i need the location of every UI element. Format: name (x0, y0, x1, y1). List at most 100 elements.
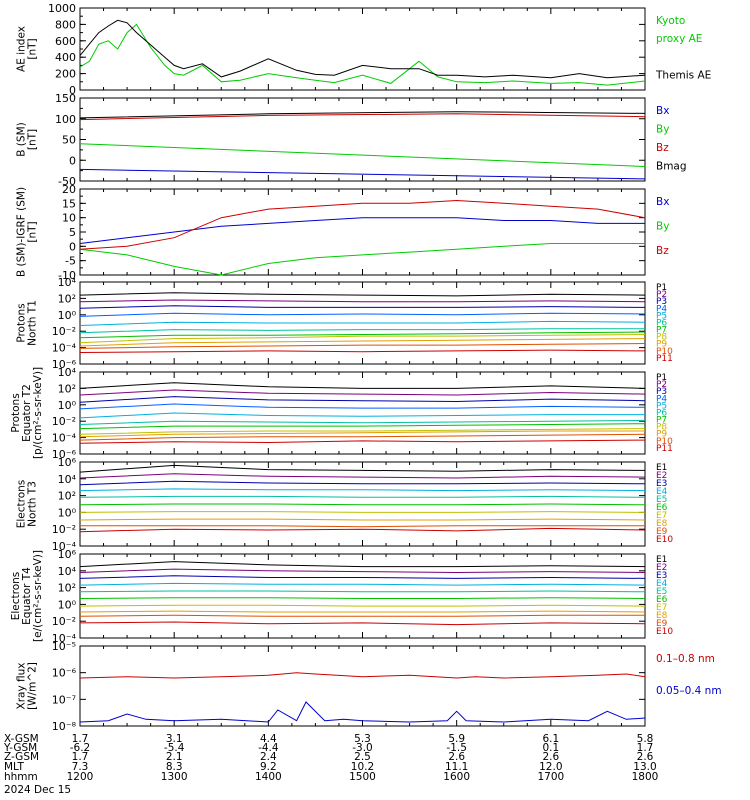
ephemeris-value: 2.4 (260, 751, 277, 763)
y-tick-label: 10⁻² (52, 415, 76, 428)
y-tick-label: 600 (55, 35, 76, 48)
legend-entry: E5 (656, 495, 667, 505)
legend-entry: E8 (656, 519, 668, 529)
y-tick-label: -5 (65, 255, 76, 268)
y-tick-label: 10⁻⁷ (52, 693, 76, 706)
series-line-0-05-0-4-nm (79, 701, 646, 723)
series-line-e10 (79, 621, 646, 626)
series-line-p8 (79, 428, 646, 435)
ephemeris-value: 2.6 (637, 751, 654, 763)
legend-entry: E5 (656, 587, 667, 597)
y-tick-label: -50 (58, 175, 76, 188)
legend-entry: E3 (656, 571, 667, 581)
series-line-e3 (79, 480, 646, 486)
series-line-p1 (79, 292, 646, 297)
y-tick-label: 10 (62, 212, 76, 225)
ephemeris-value: 7.3 (72, 761, 89, 773)
legend-entry: Bx (656, 196, 669, 208)
legend-entry: Bz (656, 142, 669, 154)
series-line-e4 (79, 582, 646, 586)
y-axis-label: Protons (16, 303, 28, 342)
y-tick-label: 800 (55, 18, 76, 31)
legend-entry: E4 (656, 487, 668, 497)
series-line-p2 (79, 299, 646, 303)
legend-entry: By (656, 221, 669, 233)
series-line-e1 (79, 464, 646, 473)
ephemeris-value: 1600 (443, 771, 470, 783)
legend-entry: E9 (656, 619, 668, 629)
panel-frame (79, 645, 646, 727)
series-line-e2 (79, 473, 646, 479)
series-line-p7 (79, 423, 646, 430)
date-label: 2024 Dec 15 (4, 784, 71, 796)
legend-entry: E4 (656, 579, 668, 589)
ephemeris-value: 1300 (161, 771, 188, 783)
ephemeris-row-label: MLT (4, 761, 24, 773)
ephemeris-value: 0.1 (542, 742, 559, 754)
ephemeris-value: -3.0 (352, 742, 373, 754)
y-tick-label: 10⁻² (52, 615, 76, 628)
legend-entry: P7 (656, 416, 667, 426)
series-line-e10 (79, 527, 646, 533)
series-line-e7 (79, 511, 646, 513)
series-line-p10 (79, 343, 646, 349)
y-tick-label: 10⁻⁶ (52, 448, 77, 461)
series-line-p9 (79, 430, 645, 438)
series-line-bx (79, 217, 645, 244)
y-tick-label: 10⁰ (58, 309, 77, 322)
ephemeris-value: 1500 (349, 771, 376, 783)
y-tick-label: 10⁻⁸ (52, 720, 77, 733)
legend-entry: Bmag (656, 160, 687, 172)
legend-entry: E6 (656, 595, 668, 605)
legend-entry: P1 (656, 373, 667, 383)
y-tick-label: 10⁻⁶ (52, 667, 77, 680)
ephemeris-row-label: Y-GSM (3, 742, 37, 754)
legend-entry: P3 (656, 387, 667, 397)
ephemeris-value: 3.1 (166, 733, 183, 745)
ephemeris-value: 1200 (67, 771, 94, 783)
y-tick-label: 10⁴ (58, 276, 77, 289)
legend-entry: E7 (656, 603, 667, 613)
legend-entry: P9 (656, 430, 667, 440)
ephemeris-value: -1.5 (446, 742, 467, 754)
y-tick-label: 0 (69, 240, 76, 253)
legend-entry: Bx (656, 105, 669, 117)
ephemeris-value: 11.1 (445, 761, 468, 773)
legend-entry: By (656, 123, 669, 135)
y-axis-label: Electrons (10, 572, 22, 621)
legend-entry: P10 (656, 347, 673, 357)
y-tick-label: 10² (58, 292, 76, 305)
series-line-bz (79, 113, 646, 121)
ephemeris-row-label: X-GSM (4, 733, 39, 745)
series-line-bx (79, 168, 646, 180)
y-tick-label: -10 (58, 269, 76, 282)
legend-entry: P2 (656, 380, 667, 390)
ephemeris-value: 9.2 (260, 761, 277, 773)
y-tick-label: 15 (62, 197, 76, 210)
ephemeris-value: 1.7 (637, 742, 654, 754)
series-line-e4 (79, 488, 646, 492)
legend-entry: E8 (656, 611, 668, 621)
legend-entry: P7 (656, 326, 667, 336)
series-line-by (79, 243, 645, 276)
y-tick-label: 1000 (48, 2, 76, 15)
ephemeris-value: 5.9 (448, 733, 465, 745)
y-tick-label: 200 (55, 68, 76, 81)
y-tick-label: 10⁰ (58, 506, 77, 519)
legend-entry: 0.1–0.8 nm (656, 653, 715, 665)
legend-entry: P8 (656, 423, 667, 433)
panel-frame (79, 7, 646, 91)
ephemeris-value: 6.1 (542, 733, 559, 745)
ephemeris-value: 5.3 (354, 733, 371, 745)
legend-entry: E1 (656, 463, 667, 473)
legend-entry: Bz (656, 245, 669, 257)
ephemeris-value: 1.7 (72, 751, 89, 763)
y-axis-label: Equator T4 (21, 567, 33, 625)
legend-entry: E7 (656, 511, 667, 521)
ephemeris-value: 2.6 (448, 751, 465, 763)
legend-entry: E9 (656, 527, 668, 537)
y-tick-label: 10⁻² (52, 523, 76, 536)
ephemeris-value: 1800 (632, 771, 659, 783)
legend-entry: E2 (656, 471, 667, 481)
y-tick-label: 0 (69, 154, 76, 167)
